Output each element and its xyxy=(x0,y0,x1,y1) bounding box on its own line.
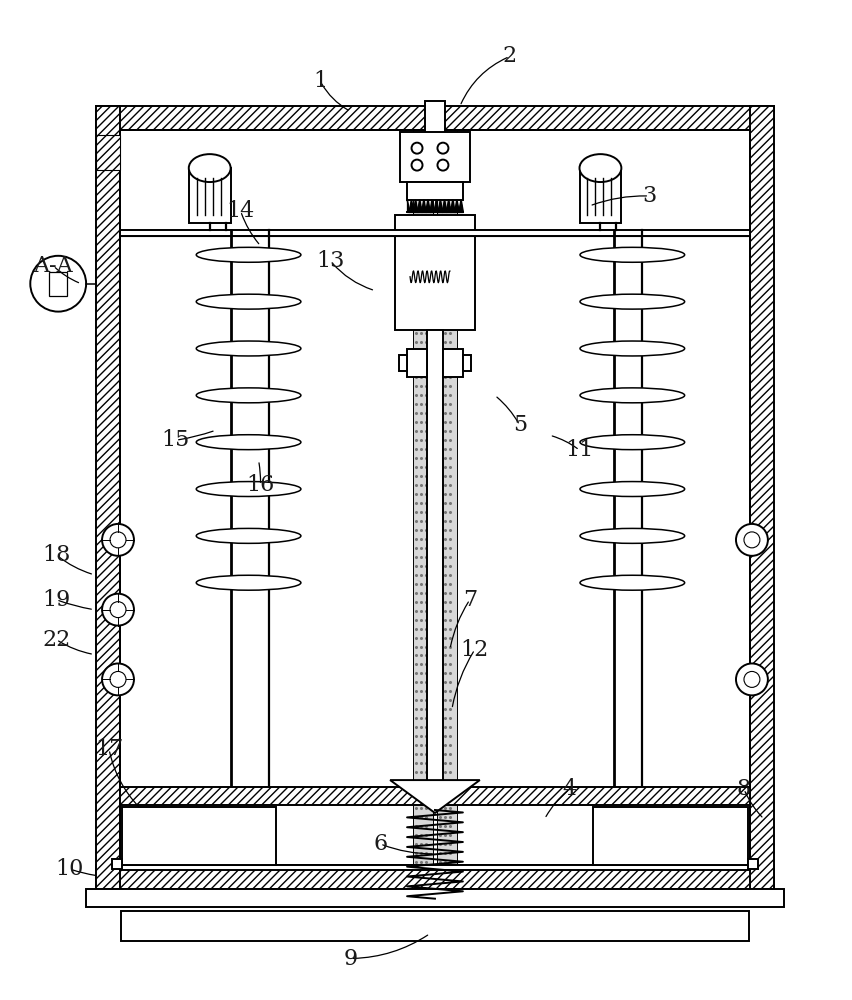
Bar xyxy=(96,106,120,889)
Ellipse shape xyxy=(579,528,684,543)
Circle shape xyxy=(437,160,448,171)
Ellipse shape xyxy=(196,388,301,403)
Text: 9: 9 xyxy=(343,948,357,970)
Bar xyxy=(579,168,620,223)
Bar xyxy=(436,130,457,865)
Bar xyxy=(593,807,747,865)
Circle shape xyxy=(743,671,759,687)
Bar xyxy=(96,106,773,130)
Bar xyxy=(427,330,442,785)
Text: 5: 5 xyxy=(512,414,527,436)
Bar xyxy=(96,865,773,889)
Text: 2: 2 xyxy=(502,45,516,67)
Circle shape xyxy=(102,663,134,695)
Bar xyxy=(424,101,445,140)
Bar xyxy=(120,865,749,870)
Text: 12: 12 xyxy=(460,639,488,661)
Bar xyxy=(96,135,120,170)
Text: 15: 15 xyxy=(162,429,190,451)
Text: 22: 22 xyxy=(42,629,70,651)
Bar xyxy=(121,911,748,941)
Ellipse shape xyxy=(579,154,620,182)
Text: 4: 4 xyxy=(561,778,576,800)
Ellipse shape xyxy=(579,388,684,403)
Text: 1: 1 xyxy=(313,70,327,92)
Circle shape xyxy=(411,160,422,171)
Bar xyxy=(86,889,783,907)
Ellipse shape xyxy=(196,575,301,590)
Circle shape xyxy=(110,671,126,687)
Bar xyxy=(463,355,470,371)
Circle shape xyxy=(102,524,134,556)
Bar xyxy=(112,859,122,869)
Text: A-A: A-A xyxy=(33,255,73,277)
Text: 3: 3 xyxy=(642,185,656,207)
Circle shape xyxy=(110,602,126,618)
Ellipse shape xyxy=(579,341,684,356)
Circle shape xyxy=(411,143,422,154)
Bar xyxy=(406,349,427,377)
Ellipse shape xyxy=(196,482,301,497)
Bar xyxy=(747,859,757,869)
Bar xyxy=(120,787,749,805)
Text: 10: 10 xyxy=(55,858,83,880)
Ellipse shape xyxy=(196,528,301,543)
Ellipse shape xyxy=(188,154,230,182)
Text: 7: 7 xyxy=(463,589,476,611)
Circle shape xyxy=(743,532,759,548)
Bar xyxy=(120,230,749,236)
Polygon shape xyxy=(389,780,480,813)
Circle shape xyxy=(735,524,767,556)
Bar xyxy=(394,215,475,330)
Text: 17: 17 xyxy=(95,738,123,760)
Bar xyxy=(442,349,463,377)
Circle shape xyxy=(437,143,448,154)
Bar xyxy=(122,807,276,865)
Circle shape xyxy=(31,256,86,312)
Ellipse shape xyxy=(579,435,684,450)
Ellipse shape xyxy=(579,575,684,590)
Text: 19: 19 xyxy=(42,589,70,611)
Text: 8: 8 xyxy=(736,778,751,800)
Text: 11: 11 xyxy=(565,439,593,461)
Bar xyxy=(749,106,773,889)
Bar xyxy=(188,168,230,223)
Circle shape xyxy=(102,594,134,626)
Text: 14: 14 xyxy=(227,200,255,222)
Ellipse shape xyxy=(196,341,301,356)
Bar xyxy=(399,355,406,371)
Ellipse shape xyxy=(579,247,684,262)
Text: 18: 18 xyxy=(42,544,71,566)
Ellipse shape xyxy=(579,294,684,309)
Bar xyxy=(49,272,67,296)
Bar xyxy=(406,182,463,200)
Bar xyxy=(412,130,433,865)
Text: 13: 13 xyxy=(316,250,344,272)
Ellipse shape xyxy=(579,482,684,497)
Circle shape xyxy=(735,663,767,695)
Bar xyxy=(400,132,469,182)
Circle shape xyxy=(110,532,126,548)
Text: 16: 16 xyxy=(246,474,274,496)
Ellipse shape xyxy=(196,247,301,262)
Ellipse shape xyxy=(196,435,301,450)
Ellipse shape xyxy=(196,294,301,309)
Text: 6: 6 xyxy=(372,833,387,855)
